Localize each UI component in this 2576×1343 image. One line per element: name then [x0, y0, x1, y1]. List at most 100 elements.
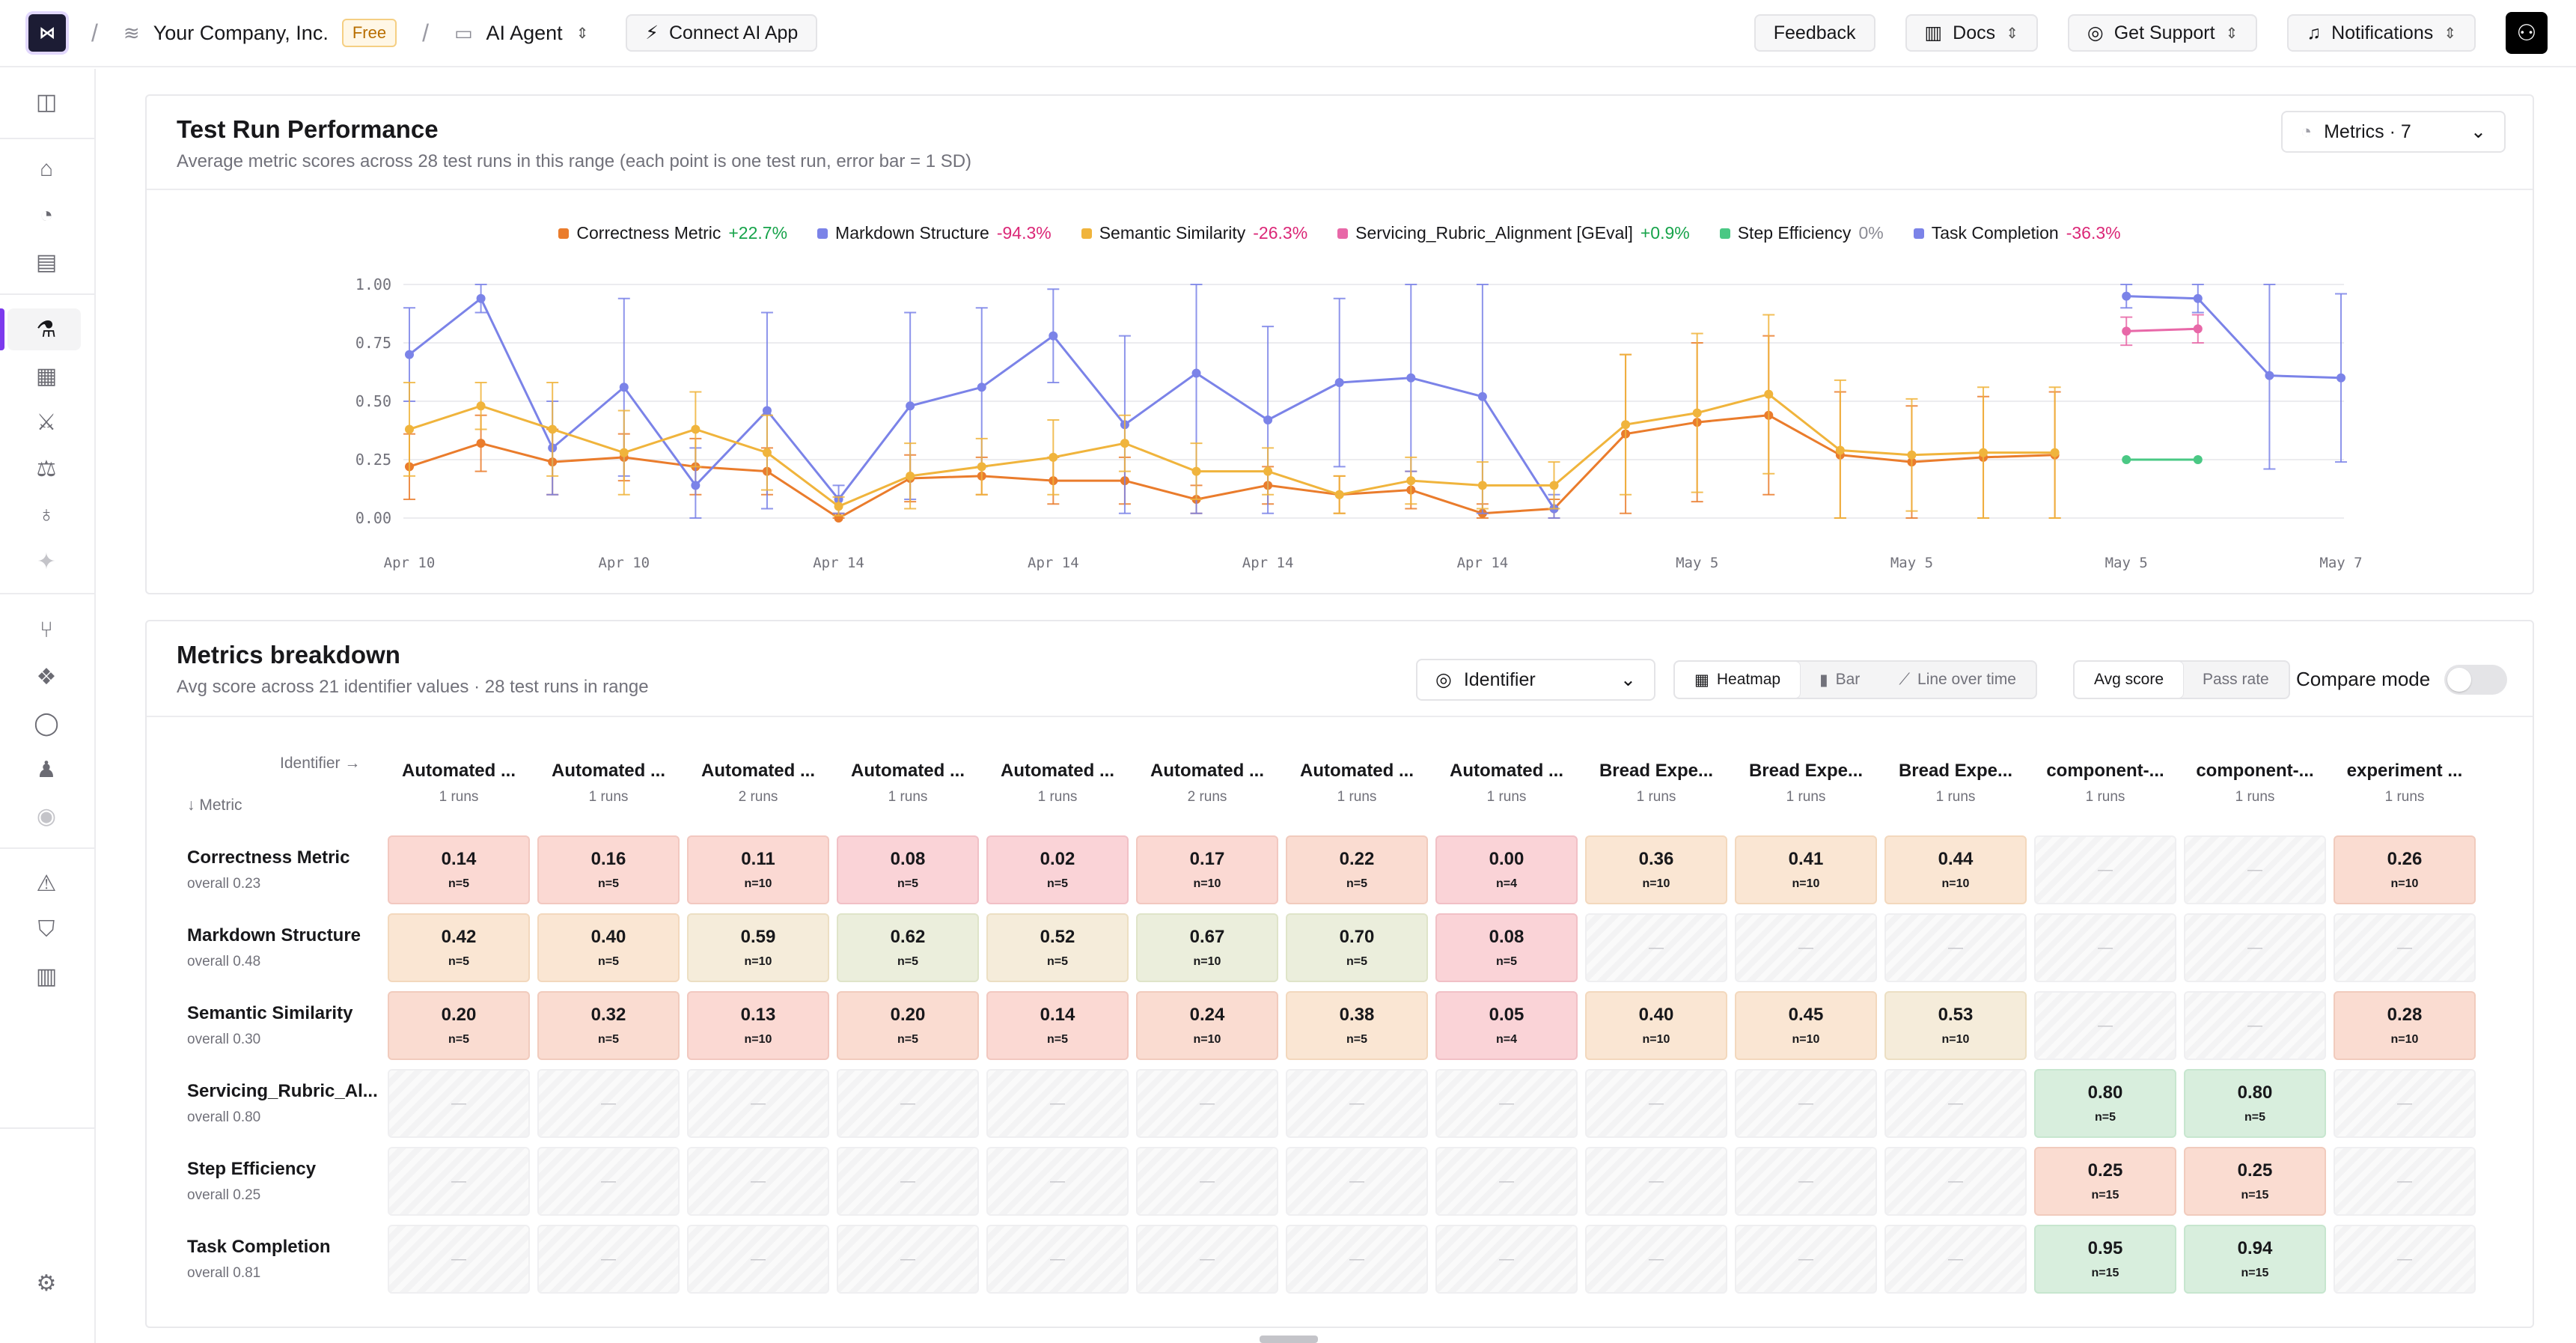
heatmap-cell[interactable]: 0.80 n=5 — [2034, 1069, 2176, 1138]
pass-rate-button[interactable]: Pass rate — [2183, 662, 2289, 698]
heatmap-cell[interactable]: — — [837, 1225, 979, 1294]
heatmap-cell[interactable]: — — [537, 1147, 680, 1216]
heatmap-cell[interactable]: 0.59 n=10 — [687, 913, 829, 982]
heatmap-cell[interactable]: — — [388, 1225, 530, 1294]
heatmap-column-header[interactable]: Bread Expe... 1 runs — [1735, 761, 1877, 806]
heatmap-cell[interactable]: 0.41 n=10 — [1735, 835, 1877, 904]
heatmap-cell[interactable]: 0.62 n=5 — [837, 913, 979, 982]
heatmap-column-header[interactable]: Automated ... 2 runs — [1136, 761, 1278, 806]
git-branch-icon[interactable]: ⑂ — [40, 618, 53, 642]
file-text-icon[interactable]: ▦ — [35, 363, 58, 389]
heatmap-cell[interactable]: 0.13 n=10 — [687, 991, 829, 1060]
heatmap-cell[interactable]: — — [1735, 1225, 1877, 1294]
heatmap-cell[interactable]: 0.26 n=10 — [2334, 835, 2476, 904]
heatmap-cell[interactable]: — — [2184, 991, 2326, 1060]
sidebar-toggle-icon[interactable]: ◫ — [35, 89, 58, 115]
heatmap-cell[interactable]: — — [2034, 835, 2176, 904]
heatmap-cell[interactable]: — — [986, 1225, 1129, 1294]
flask-icon[interactable]: ⚗ — [36, 317, 57, 342]
heatmap-cell[interactable]: 0.70 n=5 — [1286, 913, 1428, 982]
heatmap-cell[interactable]: 0.67 n=10 — [1136, 913, 1278, 982]
heatmap-cell[interactable]: — — [537, 1225, 680, 1294]
sparkles-icon[interactable]: ✦ — [37, 549, 56, 574]
heatmap-cell[interactable]: — — [1136, 1069, 1278, 1138]
legend-item[interactable]: Markdown Structure -94.3% — [817, 223, 1052, 243]
heatmap-cell[interactable]: — — [1435, 1147, 1578, 1216]
user-avatar-icon[interactable]: ⚇ — [2506, 12, 2548, 54]
avg-score-button[interactable]: Avg score — [2075, 662, 2183, 698]
document-icon[interactable]: ▤ — [35, 249, 58, 275]
feedback-button[interactable]: Feedback — [1754, 14, 1875, 52]
resize-handle[interactable] — [1260, 1336, 1318, 1343]
legend-item[interactable]: Semantic Similarity -26.3% — [1081, 223, 1307, 243]
chat-bubble-icon[interactable]: ◯ — [34, 710, 59, 736]
heatmap-cell[interactable]: 0.38 n=5 — [1286, 991, 1428, 1060]
heatmap-cell[interactable]: — — [1286, 1147, 1428, 1216]
heatmap-column-header[interactable]: Automated ... 1 runs — [837, 761, 979, 806]
heatmap-cell[interactable]: 0.52 n=5 — [986, 913, 1129, 982]
heatmap-cell[interactable]: — — [687, 1069, 829, 1138]
heatmap-cell[interactable]: — — [2034, 913, 2176, 982]
heatmap-cell[interactable]: — — [1735, 1069, 1877, 1138]
heatmap-cell[interactable]: 0.16 n=5 — [537, 835, 680, 904]
legend-item[interactable]: Servicing_Rubric_Alignment [GEval] +0.9% — [1337, 223, 1690, 243]
heatmap-cell[interactable]: — — [1136, 1147, 1278, 1216]
heatmap-cell[interactable]: — — [687, 1147, 829, 1216]
heatmap-cell[interactable]: — — [1585, 1225, 1727, 1294]
swords-icon[interactable]: ⚔ — [36, 409, 57, 435]
heatmap-cell[interactable]: — — [986, 1147, 1129, 1216]
heatmap-cell[interactable]: 0.44 n=10 — [1884, 835, 2027, 904]
heatmap-cell[interactable]: 0.08 n=5 — [1435, 913, 1578, 982]
heatmap-cell[interactable]: 0.45 n=10 — [1735, 991, 1877, 1060]
home-icon[interactable]: ⌂ — [39, 156, 54, 181]
heatmap-cell[interactable]: 0.20 n=5 — [388, 991, 530, 1060]
view-bar-button[interactable]: ▮ Bar — [1800, 662, 1879, 698]
heatmap-cell[interactable]: — — [1286, 1225, 1428, 1294]
heatmap-cell[interactable]: — — [1884, 1147, 2027, 1216]
heatmap-column-header[interactable]: Automated ... 1 runs — [1435, 761, 1578, 806]
heatmap-cell[interactable]: — — [2334, 1069, 2476, 1138]
docs-button[interactable]: ▥ Docs ⇕ — [1905, 14, 2038, 52]
heatmap-column-header[interactable]: Automated ... 1 runs — [388, 761, 530, 806]
legend-item[interactable]: Correctness Metric +22.7% — [558, 223, 787, 243]
radio-icon[interactable]: ◉ — [36, 803, 57, 829]
heatmap-cell[interactable]: — — [537, 1069, 680, 1138]
alert-triangle-icon[interactable]: ⚠ — [36, 871, 57, 896]
heatmap-cell[interactable]: — — [1735, 913, 1877, 982]
heatmap-column-header[interactable]: experiment ... 1 runs — [2334, 761, 2476, 806]
heatmap-column-header[interactable]: component-... 1 runs — [2184, 761, 2326, 806]
heatmap-cell[interactable]: — — [388, 1147, 530, 1216]
heatmap-cell[interactable]: 0.40 n=5 — [537, 913, 680, 982]
heatmap-column-header[interactable]: Automated ... 1 runs — [537, 761, 680, 806]
view-heatmap-button[interactable]: ▦ Heatmap — [1675, 662, 1801, 698]
metrics-select[interactable]: ◔ Metrics · 7 ⌄ — [2281, 111, 2506, 153]
heatmap-cell[interactable]: 0.14 n=5 — [388, 835, 530, 904]
user-icon[interactable]: ♟ — [36, 757, 57, 782]
connect-ai-app-button[interactable]: ⚡ Connect AI App — [626, 14, 818, 52]
heatmap-cell[interactable]: 0.42 n=5 — [388, 913, 530, 982]
heatmap-column-header[interactable]: Automated ... 2 runs — [687, 761, 829, 806]
heatmap-cell[interactable]: 0.14 n=5 — [986, 991, 1129, 1060]
heatmap-cell[interactable]: — — [388, 1069, 530, 1138]
heatmap-cell[interactable]: — — [2034, 991, 2176, 1060]
heatmap-cell[interactable]: — — [1286, 1069, 1428, 1138]
notifications-button[interactable]: ♫ Notifications ⇕ — [2287, 14, 2476, 52]
heatmap-cell[interactable]: 0.02 n=5 — [986, 835, 1129, 904]
heatmap-column-header[interactable]: Automated ... 1 runs — [1286, 761, 1428, 806]
gear-icon[interactable]: ⚙ — [36, 1270, 57, 1296]
heatmap-cell[interactable]: — — [1735, 1147, 1877, 1216]
view-line-button[interactable]: ⟋ Line over time — [1879, 662, 2036, 698]
heatmap-cell[interactable]: — — [2334, 1225, 2476, 1294]
heatmap-cell[interactable]: 0.36 n=10 — [1585, 835, 1727, 904]
heatmap-cell[interactable]: 0.20 n=5 — [837, 991, 979, 1060]
heatmap-cell[interactable]: 0.22 n=5 — [1286, 835, 1428, 904]
heatmap-cell[interactable]: — — [986, 1069, 1129, 1138]
gauge-icon[interactable]: ◔ — [39, 203, 54, 228]
heatmap-cell[interactable]: — — [1884, 1069, 2027, 1138]
heatmap-column-header[interactable]: Bread Expe... 1 runs — [1884, 761, 2027, 806]
heatmap-cell[interactable]: 0.24 n=10 — [1136, 991, 1278, 1060]
heatmap-cell[interactable]: 0.05 n=4 — [1435, 991, 1578, 1060]
identifier-select[interactable]: ◎ Identifier ⌄ — [1416, 659, 1655, 701]
heatmap-column-header[interactable]: component-... 1 runs — [2034, 761, 2176, 806]
scale-icon[interactable]: ⚖ — [36, 456, 57, 481]
